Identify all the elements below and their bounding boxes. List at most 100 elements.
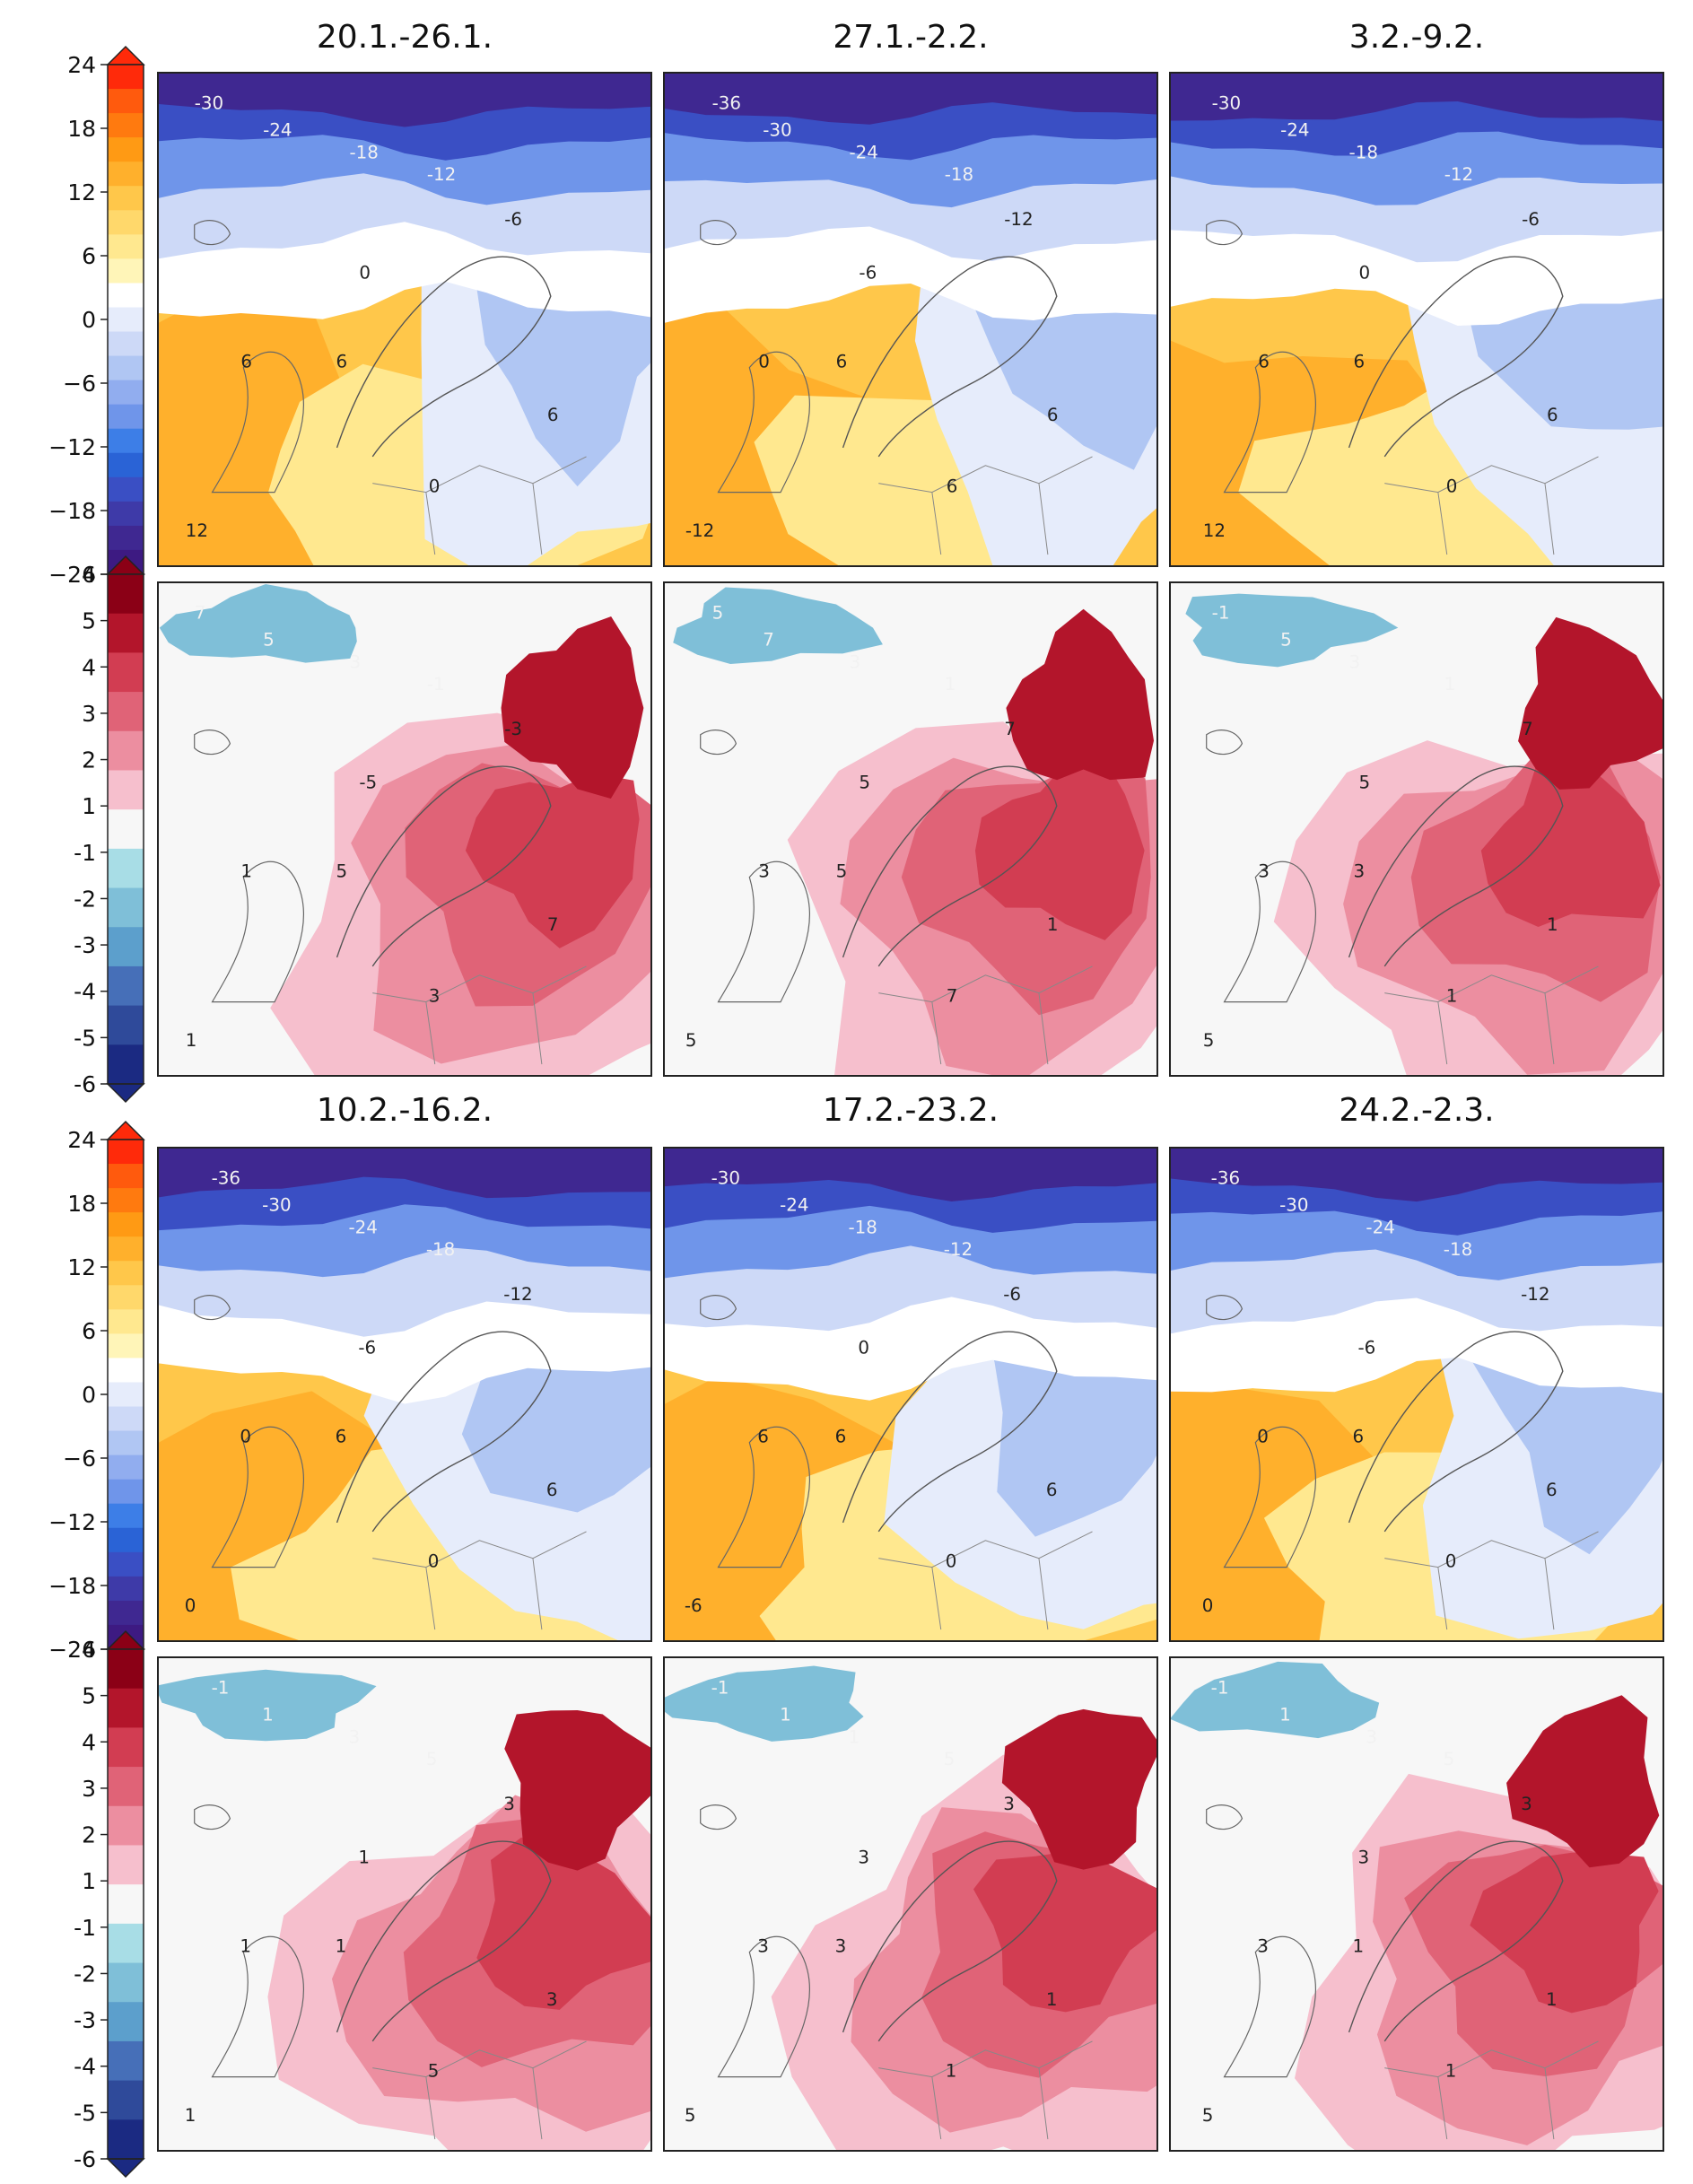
anomaly-region-5 bbox=[1001, 1708, 1156, 1870]
contour-label: 6 bbox=[240, 352, 252, 372]
contour-label: -12 bbox=[1444, 164, 1473, 185]
anomaly-map-panel-5: -1 1 1 5 3 3 3 3 1 1 5 bbox=[663, 1656, 1158, 2152]
contour-label: -18 bbox=[849, 1217, 877, 1237]
colorbar-extend-max bbox=[106, 555, 145, 575]
colorbar-tick-label: −18 bbox=[48, 1573, 96, 1599]
contour-label: 1 bbox=[262, 1704, 274, 1725]
colorbar-segment bbox=[108, 1962, 144, 2003]
colorbar-segment bbox=[108, 1285, 144, 1310]
negative-anomaly-region bbox=[673, 587, 883, 665]
temperature-colorbar: 24 18 12 6 0 −6 −12 −18 −24 bbox=[48, 1120, 153, 1669]
country-borders bbox=[1384, 965, 1599, 1065]
country-borders bbox=[372, 1531, 587, 1630]
coastline-scandinavia bbox=[336, 765, 552, 967]
colorbar-tick-label: 6 bbox=[82, 1318, 96, 1344]
contour-label: 6 bbox=[1353, 1427, 1365, 1447]
contour-label: -1 bbox=[1211, 1678, 1229, 1699]
colorbar-segment bbox=[108, 730, 144, 772]
negative-anomaly-region bbox=[1185, 593, 1399, 668]
colorbar-segment bbox=[108, 1261, 144, 1286]
coastline-british-isles bbox=[1223, 1426, 1317, 1568]
colorbar-segment bbox=[108, 1923, 144, 1964]
contour-label: 1 bbox=[185, 2105, 196, 2126]
contour-label: 0 bbox=[946, 1551, 957, 1572]
country-borders bbox=[1384, 456, 1599, 555]
contour-label: -24 bbox=[348, 1217, 377, 1237]
contour-label: 5 bbox=[1280, 629, 1292, 650]
contour-label: 7 bbox=[1522, 719, 1533, 739]
contour-label: -30 bbox=[1212, 93, 1241, 114]
contour-label: -1 bbox=[212, 1678, 230, 1699]
contour-label: -6 bbox=[859, 262, 877, 283]
contour-label: -6 bbox=[685, 1595, 703, 1616]
colorbar-tick-label: 12 bbox=[67, 1254, 96, 1280]
coastline-british-isles bbox=[1223, 351, 1317, 494]
contour-label: 5 bbox=[263, 629, 275, 650]
contour-label: 0 bbox=[359, 262, 371, 283]
contour-label: 5 bbox=[1202, 2105, 1214, 2126]
coastline-british-isles bbox=[211, 1426, 305, 1568]
coastline-scandinavia bbox=[842, 1331, 1058, 1533]
contour-label: 5 bbox=[685, 1030, 697, 1051]
colorbar-tick-label: −6 bbox=[63, 1446, 96, 1472]
contour-label: 1 bbox=[946, 2061, 957, 2082]
coastline-scandinavia bbox=[336, 256, 552, 458]
temperature-map-panel-5: -30 -24 -18 -12 -6 0 6 6 6 0 -6 bbox=[663, 1147, 1158, 1642]
colorbar-tick-label: 4 bbox=[82, 654, 96, 680]
contour-label: -18 bbox=[426, 1239, 455, 1260]
colorbar-tick-label: -4 bbox=[74, 2054, 96, 2080]
contour-label: 1 bbox=[1279, 1704, 1291, 1725]
colorbar-tick-label: 3 bbox=[82, 701, 96, 727]
contour-label: 3 bbox=[348, 1726, 360, 1747]
contour-label: 3 bbox=[758, 861, 770, 882]
colorbar-segment bbox=[108, 1727, 144, 1768]
contour-label: 3 bbox=[349, 651, 361, 672]
colorbar-segment bbox=[108, 1551, 144, 1577]
contour-label: 6 bbox=[336, 1427, 347, 1447]
colorbar-tick-label: 6 bbox=[82, 243, 96, 269]
arctic-band bbox=[1171, 74, 1662, 121]
panel-title-5: 17.2.-23.2. bbox=[822, 1092, 999, 1129]
colorbar-segment bbox=[108, 113, 144, 138]
contour-label: 5 bbox=[836, 861, 848, 882]
coastline-iceland bbox=[1206, 220, 1244, 246]
colorbar-tick-label: −18 bbox=[48, 498, 96, 524]
contour-label: 3 bbox=[1357, 1847, 1369, 1867]
contour-label: -1 bbox=[711, 1678, 729, 1699]
colorbar-segment bbox=[108, 692, 144, 732]
coastline-scandinavia bbox=[842, 256, 1058, 458]
contour-label: -1 bbox=[1212, 603, 1230, 624]
anomaly-region-5 bbox=[1506, 1695, 1660, 1868]
colorbar-segment bbox=[108, 1767, 144, 1807]
colorbar-tick-label: 1 bbox=[82, 793, 96, 819]
temperature-map-panel-3: -30 -24 -18 -12 -6 0 6 6 6 0 12 bbox=[1169, 72, 1664, 567]
colorbar-tick-label: -4 bbox=[74, 979, 96, 1005]
country-borders bbox=[372, 2040, 587, 2140]
colorbar-segment bbox=[108, 770, 144, 810]
contour-label: 1 bbox=[1547, 914, 1558, 935]
colorbar-tick-label: -6 bbox=[74, 2146, 96, 2172]
anomaly-map-panel-6: -1 1 3 5 3 3 3 1 1 1 5 bbox=[1169, 1656, 1664, 2152]
anomaly-map-panel-1: 7 5 3 -1 -3 -5 1 5 7 3 1 bbox=[157, 581, 652, 1077]
contour-label: 1 bbox=[780, 1704, 791, 1725]
colorbar-tick-label: 3 bbox=[82, 1776, 96, 1802]
colorbar-segment bbox=[108, 1140, 144, 1165]
contour-label: 3 bbox=[1354, 861, 1366, 882]
coastline-iceland bbox=[194, 729, 231, 756]
contour-label: -6 bbox=[1003, 1284, 1021, 1305]
contour-label: 5 bbox=[1444, 1749, 1455, 1769]
colorbar-tick-label: −12 bbox=[48, 1509, 96, 1535]
colorbar-tick-label: -3 bbox=[74, 2007, 96, 2033]
colorbar-segment bbox=[108, 1358, 144, 1384]
colorbar-segment bbox=[108, 809, 144, 850]
country-borders bbox=[878, 2040, 1093, 2140]
contour-label: -6 bbox=[504, 209, 522, 230]
contour-label: 5 bbox=[428, 2061, 440, 2082]
arctic-band bbox=[665, 1149, 1156, 1201]
country-borders bbox=[878, 1531, 1093, 1630]
contour-label: -24 bbox=[263, 119, 292, 140]
colorbar-segment bbox=[108, 428, 144, 454]
panel-title-3: 3.2.-9.2. bbox=[1348, 19, 1485, 56]
contour-label: 1 bbox=[240, 1936, 251, 1957]
colorbar-segment bbox=[108, 652, 144, 693]
